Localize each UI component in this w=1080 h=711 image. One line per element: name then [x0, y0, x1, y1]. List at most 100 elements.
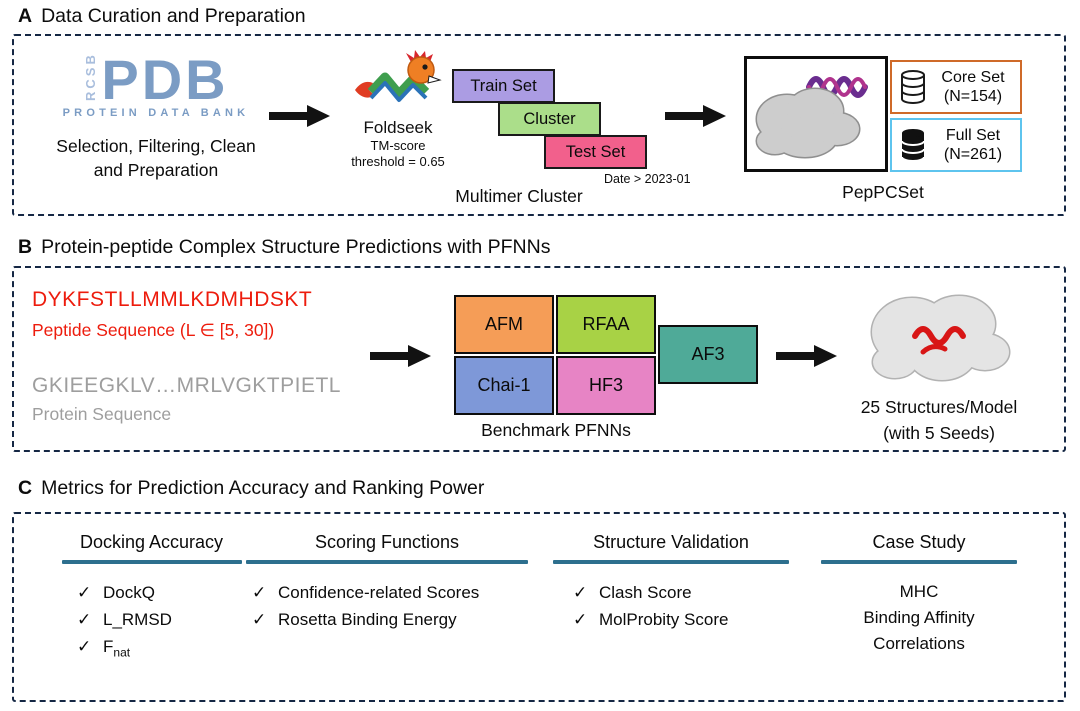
peptide-sequence: DYKFSTLLMMLKDMHDSKT [32, 288, 313, 311]
cluster-label: Cluster [523, 109, 576, 128]
metric-label: L_RMSD [103, 610, 172, 629]
protein-sequence-caption: Protein Sequence [32, 404, 172, 424]
model-rfaa-label: RFAA [582, 314, 630, 334]
metric-label: Confidence-related Scores [278, 583, 480, 602]
panel-c-title: C Metrics for Prediction Accuracy and Ran… [18, 477, 484, 500]
test-set-label: Test Set [565, 142, 626, 161]
complex-illustration-box [744, 56, 888, 172]
peptide-sequence-caption: Peptide Sequence (L ∈ [5, 30]) [32, 320, 275, 340]
panel-c-title-text: Metrics for Prediction Accuracy and Rank… [41, 477, 485, 499]
pdb-caption-line2: and Preparation [93, 159, 219, 180]
foldseek-label: Foldseek [363, 118, 433, 137]
scoring-functions-column: Scoring Functions ✓ Confidence-related Sc… [242, 532, 532, 633]
pdb-logo-text: PDB [101, 47, 229, 111]
check-icon: ✓ [573, 610, 588, 629]
structure-validation-header: Structure Validation [593, 532, 749, 552]
docking-accuracy-header: Docking Accuracy [79, 532, 224, 552]
train-set-label: Train Set [470, 76, 537, 95]
panel-b-title-text: Protein-peptide Complex Structure Predic… [41, 236, 551, 258]
metric-label: Rosetta Binding Energy [278, 610, 457, 629]
case-study-line: Correlations [873, 634, 965, 653]
core-set-count: (N=154) [943, 88, 1003, 105]
metric-item: ✓ L_RMSD [77, 606, 254, 633]
protein-cloud-helix-icon [755, 76, 868, 159]
pdb-logo-block: RCSB PDB PROTEIN DATA BANK Selection, Fi… [32, 50, 280, 182]
metric-item: ✓ MolProbity Score [573, 606, 795, 633]
panel-b-label: B [18, 236, 33, 258]
core-set-box: Core Set (N=154) [890, 60, 1022, 114]
rcsb-vertical-text: RCSB [83, 52, 99, 102]
case-study-header: Case Study [872, 532, 966, 552]
arrow-right-icon [665, 104, 727, 128]
panel-a-title: A Data Curation and Preparation [18, 5, 306, 28]
arrow-right-icon [776, 344, 838, 368]
full-set-text: Full Set (N=261) [934, 126, 1012, 164]
cluster-box: Cluster [498, 102, 601, 136]
arrow-right-icon [370, 344, 432, 368]
output-caption: 25 Structures/Model (with 5 Seeds) [834, 394, 1044, 447]
metric-item: ✓ Clash Score [573, 579, 795, 606]
foldseek-block: Foldseek TM-score threshold = 0.65 [336, 48, 460, 171]
model-chai1-box: Chai-1 [454, 356, 554, 415]
check-icon: ✓ [252, 583, 267, 602]
check-icon: ✓ [77, 583, 92, 602]
panel-a: RCSB PDB PROTEIN DATA BANK Selection, Fi… [12, 34, 1066, 216]
predicted-structure-illustration [857, 280, 1017, 397]
panel-a-label: A [18, 5, 33, 27]
header-underline [553, 560, 789, 564]
model-afm-label: AFM [485, 314, 523, 334]
full-set-box: Full Set (N=261) [890, 118, 1022, 172]
check-icon: ✓ [77, 637, 92, 656]
model-rfaa-box: RFAA [556, 295, 656, 354]
check-icon: ✓ [573, 583, 588, 602]
metric-item: ✓ DockQ [77, 579, 254, 606]
pdb-logo: RCSB PDB [32, 47, 280, 111]
model-chai1-label: Chai-1 [477, 375, 531, 395]
database-icon [901, 70, 925, 104]
metric-label: Fnat [103, 637, 130, 659]
fnat-main: F [103, 637, 114, 656]
protein-structure-icon [870, 294, 1011, 382]
foldseek-icon [355, 50, 442, 102]
docking-accuracy-column: Docking Accuracy ✓ DockQ ✓ L_RMSD ✓ Fnat [49, 532, 254, 666]
panel-b: DYKFSTLLMMLKDMHDSKT Peptide Sequence (L … [12, 266, 1066, 452]
scoring-functions-header: Scoring Functions [314, 532, 460, 552]
benchmark-pfnns-caption: Benchmark PFNNs [481, 420, 631, 440]
header-underline [61, 560, 242, 564]
full-set-label: Full Set [945, 126, 1001, 144]
metric-item: ✓ Confidence-related Scores [252, 579, 532, 606]
model-hf3-box: HF3 [556, 356, 656, 415]
model-afm-box: AFM [454, 295, 554, 354]
case-study-line: MHC [899, 582, 939, 601]
model-hf3-label: HF3 [588, 375, 623, 395]
panel-c: Docking Accuracy ✓ DockQ ✓ L_RMSD ✓ Fnat Sc… [12, 512, 1066, 702]
pdb-caption-line1: Selection, Filtering, Clean [56, 136, 256, 156]
full-set-count: (N=261) [943, 146, 1003, 163]
output-caption-line2: (with 5 Seeds) [883, 423, 995, 444]
train-set-box: Train Set [452, 69, 555, 103]
core-set-text: Core Set (N=154) [934, 68, 1012, 106]
model-af3-box: AF3 [658, 325, 758, 384]
database-icon [901, 129, 925, 162]
foldseek-tmscore: TM-score [370, 138, 426, 153]
pdb-logo-subtitle: PROTEIN DATA BANK [62, 107, 250, 119]
case-study-column: Case Study MHC Binding Affinity Correlat… [812, 532, 1026, 657]
protein-sequence: GKIEEGKLV…MRLVGKTPIETL [32, 374, 341, 397]
date-note: Date > 2023-01 [604, 172, 691, 186]
core-set-label: Core Set [941, 68, 1005, 86]
case-study-line: Binding Affinity [863, 608, 975, 627]
multimer-cluster-caption: Multimer Cluster [455, 186, 583, 206]
metric-item: ✓ Rosetta Binding Energy [252, 606, 532, 633]
foldseek-threshold: threshold = 0.65 [351, 154, 445, 170]
panel-c-label: C [18, 477, 33, 499]
test-set-box: Test Set [544, 135, 647, 169]
structure-validation-column: Structure Validation ✓ Clash Score ✓ MolPr… [547, 532, 795, 633]
output-caption-line1: 25 Structures/Model [860, 397, 1018, 417]
header-underline [821, 560, 1017, 564]
header-underline [246, 560, 528, 564]
metric-label: MolProbity Score [599, 610, 729, 629]
panel-a-title-text: Data Curation and Preparation [41, 5, 306, 27]
check-icon: ✓ [252, 610, 267, 629]
check-icon: ✓ [77, 610, 92, 629]
